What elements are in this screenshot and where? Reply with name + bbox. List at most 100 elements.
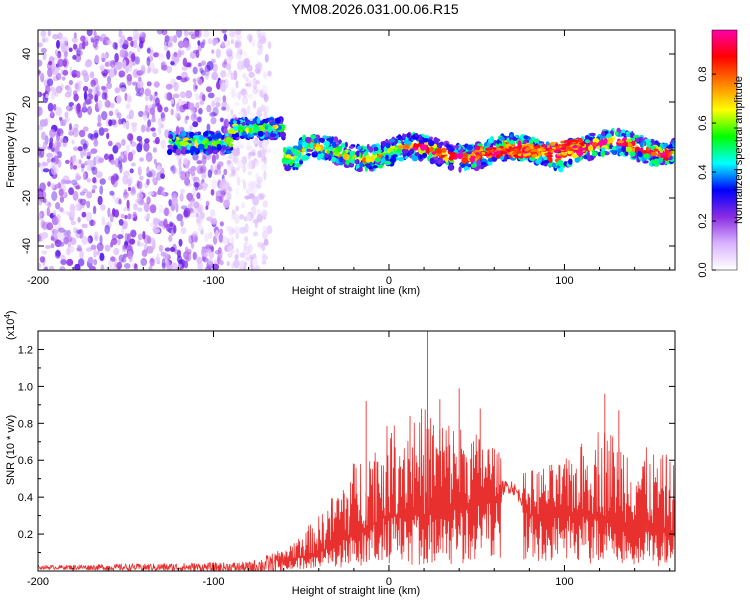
spectrogram-cell (110, 256, 116, 262)
spectrogram-cell (171, 196, 178, 207)
spectrogram-cell (234, 226, 241, 235)
spectrogram-cell (127, 178, 132, 187)
spectrogram-cell (55, 85, 63, 94)
spectrogram-cell (157, 105, 163, 113)
spectrogram-cell (71, 155, 76, 166)
spectrogram-cell (250, 205, 257, 216)
spectrogram-cell (41, 131, 46, 141)
spectrogram-cell (65, 235, 73, 243)
spectrogram-peak-cell (571, 139, 577, 143)
spectrogram-cell (313, 151, 318, 155)
spectrogram-cell (288, 159, 292, 163)
spectrogram-cell (93, 259, 98, 266)
spectrogram-cell (160, 251, 166, 257)
spectrogram-cell (116, 112, 122, 119)
spectrogram-cell (236, 47, 242, 55)
spectrogram-cell (133, 263, 138, 269)
spectrogram-cell (218, 79, 222, 85)
spectrogram-cell (464, 162, 470, 167)
spectrogram-cell (74, 263, 81, 270)
spectrogram-cell (86, 30, 93, 37)
spectrogram-cell (93, 231, 99, 241)
spectrogram-cell (202, 39, 206, 45)
spectrogram-cell (205, 244, 211, 251)
spectrogram-cell (224, 73, 232, 78)
spectrogram-cells (38, 30, 675, 270)
spectrogram-cell (104, 224, 110, 235)
spectrogram-cell (86, 159, 93, 166)
spectrogram-cell (110, 59, 116, 69)
spectrogram-cell (190, 210, 197, 218)
spectrogram-cell (198, 107, 203, 115)
spectrogram-cell (561, 152, 568, 156)
spectrogram-cell (587, 156, 592, 162)
spectrogram-cell (182, 103, 190, 110)
snr-y-tick-label: 0.6 (18, 455, 33, 467)
spectrogram-cell (396, 148, 402, 153)
spectrogram-cell (153, 81, 160, 88)
spectrogram-cell (92, 185, 98, 190)
spectrogram-cell (157, 186, 165, 192)
spectrogram-cell (381, 141, 387, 148)
spectrogram-cell (249, 112, 256, 119)
spectrogram-peak-cell (535, 144, 541, 148)
spectrogram-cell (650, 159, 656, 164)
spectrogram-cell (245, 252, 251, 261)
spectrogram-cell (95, 171, 103, 179)
spectrogram-cell (499, 136, 505, 141)
spectrogram-cell (46, 157, 52, 163)
spectrogram-cell (110, 119, 117, 126)
spectrogram-cell (197, 204, 204, 214)
spectrogram-cell (93, 30, 97, 37)
spectrogram-cell (109, 190, 115, 196)
spectrogram-cell (210, 117, 217, 125)
spectrogram-cell (220, 83, 227, 92)
spectrogram-cell (121, 226, 125, 235)
spectrogram-cell (72, 127, 79, 138)
spectrogram-cell (38, 91, 41, 98)
spectrogram-cell (86, 191, 93, 199)
spectrogram-cell (264, 95, 270, 102)
spectrogram-cell (118, 254, 125, 263)
spectrogram-cell (163, 106, 169, 113)
spectrogram-cell (65, 159, 70, 164)
spectrogram-cell (46, 152, 54, 158)
spectrogram-cell (178, 165, 182, 175)
spectrogram-cell (79, 250, 84, 260)
spectrogram-cell (175, 139, 180, 144)
spectrogram-cell (59, 241, 65, 247)
spectrogram-cell (227, 129, 235, 134)
spectrogram-cell (51, 165, 56, 176)
spectrogram-cell (38, 146, 42, 156)
spectrogram-cell (164, 92, 171, 101)
spectrogram-cell (66, 247, 71, 256)
spectrogram-cell (81, 211, 87, 218)
spectrogram-cell (245, 188, 251, 195)
snr-y-tick-label: 1.2 (18, 344, 33, 356)
spectrogram-cell (356, 145, 362, 150)
spectrogram-cell (222, 144, 227, 151)
spectrogram-cell (76, 232, 80, 239)
spectrogram-y-tick-label: -40 (21, 238, 33, 254)
spectrogram-peak-cell (481, 151, 486, 155)
spectrogram-cell (222, 190, 225, 198)
spectrogram-cell (68, 79, 74, 86)
spectrogram-cell (94, 93, 99, 103)
spectrogram-cell (140, 258, 148, 266)
spectrogram-cell (102, 128, 109, 132)
spectrogram-cell (46, 222, 54, 231)
spectrogram-cell (181, 71, 188, 79)
spectrogram-cell (48, 141, 53, 149)
spectrogram-cell (99, 65, 105, 72)
spectrogram-cell (42, 197, 47, 203)
spectrogram-x-label: Height of straight line (km) (292, 285, 420, 297)
spectrogram-cell (477, 143, 483, 147)
spectrogram-cell (426, 146, 430, 154)
spectrogram-cell (255, 80, 260, 85)
spectrogram-cell (256, 48, 263, 56)
spectrogram-cell (232, 120, 237, 124)
spectrogram-cell (248, 71, 255, 78)
spectrogram-cell (587, 145, 594, 152)
spectrogram-cell (72, 154, 77, 162)
